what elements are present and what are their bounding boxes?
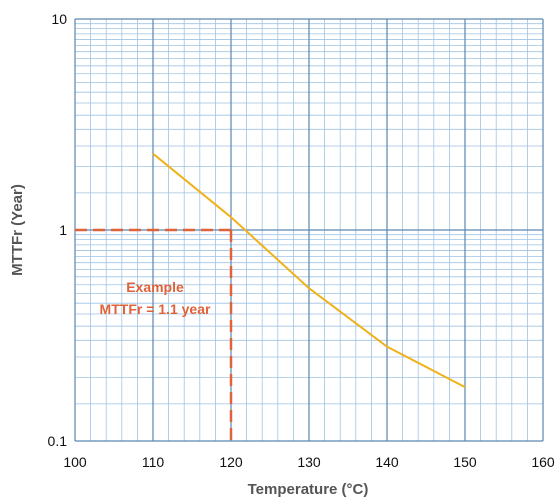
annotation-text-line1: Example [126, 279, 184, 295]
x-tick-label: 120 [219, 454, 243, 470]
x-tick-label: 100 [63, 454, 87, 470]
y-tick-label: 0.1 [48, 433, 68, 449]
annotation-guides [75, 228, 233, 441]
x-tick-label: 140 [375, 454, 399, 470]
y-tick-label: 10 [51, 11, 67, 27]
x-tick-label: 150 [453, 454, 477, 470]
x-tick-label: 110 [142, 454, 165, 470]
annotation-text-line2: MTTFr = 1.1 year [100, 301, 211, 317]
x-tick-label: 130 [297, 454, 321, 470]
y-axis-title: MTTFr (Year) [9, 184, 26, 276]
x-axis-title: Temperature (°C) [248, 481, 369, 498]
x-tick-label: 160 [531, 454, 555, 470]
y-tick-label: 1 [59, 222, 67, 238]
series-layer [152, 152, 466, 389]
